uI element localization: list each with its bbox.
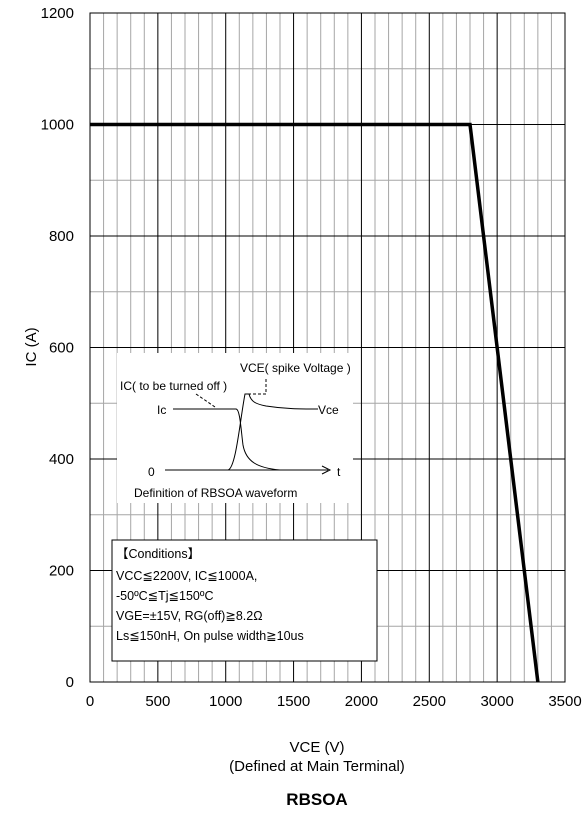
y-tick-label: 800 (49, 228, 74, 245)
inset-label-t: t (337, 465, 341, 479)
conditions-heading: 【Conditions】 (116, 547, 200, 561)
y-tick-label: 600 (49, 340, 74, 357)
chart-title: RBSOA (286, 790, 347, 809)
rbsoa-boundary-line (90, 122, 540, 683)
x-tick-label: 0 (86, 693, 94, 710)
y-tick-label: 0 (66, 674, 74, 691)
inset-ic-off-leader (195, 393, 216, 408)
x-tick-label: 3000 (480, 693, 513, 710)
conditions-line: VCC≦2200V, IC≦1000A, (116, 569, 257, 583)
y-tick-label: 400 (49, 451, 74, 468)
y-axis-title: IC (A) (23, 327, 40, 366)
x-tick-label: 1000 (209, 693, 242, 710)
y-tick-labels: 0 200 400 600 800 1000 1200 (41, 5, 74, 691)
inset-box (117, 353, 353, 503)
inset-label-ic-off: IC( to be turned off ) (120, 379, 227, 393)
conditions-line: Ls≦150nH, On pulse width≧10us (116, 629, 304, 643)
y-tick-label: 200 (49, 563, 74, 580)
inset-caption: Definition of RBSOA waveform (134, 486, 297, 500)
conditions-line: VGE=±15V, RG(off)≧8.2Ω (116, 609, 263, 623)
series-layer (90, 122, 540, 683)
inset-label-zero: 0 (148, 465, 155, 479)
conditions-line: -50ºC≦Tj≦150ºC (116, 589, 213, 603)
y-tick-label: 1000 (41, 117, 74, 134)
inset-label-vce-spike: VCE( spike Voltage ) (240, 361, 351, 375)
y-tick-label: 1200 (41, 5, 74, 22)
x-tick-label: 2000 (345, 693, 378, 710)
x-tick-label: 500 (145, 693, 170, 710)
x-axis-subtitle: (Defined at Main Terminal) (229, 758, 405, 775)
inset-vce-spike-leader (248, 377, 267, 395)
inset-label-ic: Ic (157, 403, 166, 417)
x-axis-title: VCE (V) (289, 739, 344, 756)
x-tick-label: 2500 (413, 693, 446, 710)
inset-label-vce: Vce (318, 403, 339, 417)
x-tick-labels: 0 500 1000 1500 2000 2500 3000 3500 (86, 693, 582, 710)
x-tick-label: 1500 (277, 693, 310, 710)
inset-vce-curve (227, 393, 319, 471)
plot-frame (89, 12, 566, 683)
x-tick-label: 3500 (548, 693, 581, 710)
inset-time-arrow (321, 465, 332, 475)
inset-ic-curve (173, 408, 281, 471)
conditions-frame (111, 539, 378, 662)
conditions-box: 【Conditions】 VCC≦2200V, IC≦1000A, -50ºC≦… (111, 539, 378, 662)
rbsoa-waveform-inset: VCE( spike Voltage ) IC( to be turned of… (117, 353, 353, 503)
